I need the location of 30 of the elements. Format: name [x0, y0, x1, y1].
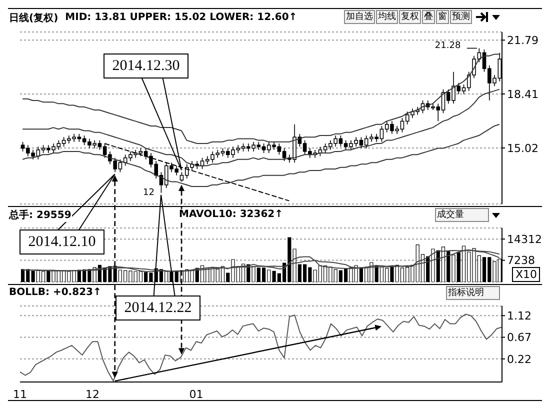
text: 指标说明 — [446, 286, 500, 300]
annotation: 2014.12.22 — [116, 296, 200, 320]
x-tick-label: 12 — [86, 388, 100, 401]
x-tick-label: 11 — [13, 388, 27, 401]
annotation: 21.28 — [434, 41, 461, 52]
chart-title: BOLLB: +0.823↑ — [8, 287, 102, 298]
y-tick-label: 15.02 — [507, 142, 538, 155]
y-tick-label: 18.41 — [507, 88, 538, 101]
y-tick-label: 21.79 — [507, 34, 538, 48]
chart-title: 总手: 29559 — [8, 208, 72, 222]
chart-title: 日线(复权) — [8, 10, 60, 24]
text: 预测 — [450, 10, 472, 24]
chart-subtitle: MID: 13.81 UPPER: 15.02 LOWER: 12.60↑ — [65, 12, 298, 23]
y-tick-label: 0.67 — [507, 331, 532, 344]
text: 叠 — [422, 10, 435, 24]
annotation: 2014.12.10 — [20, 230, 104, 254]
x-tick-label: 01 — [189, 388, 204, 401]
text: 窗 — [436, 10, 449, 24]
text: 复权 — [399, 10, 421, 24]
text: 成交量 — [435, 208, 489, 222]
y-tick-label: 7238 — [507, 254, 535, 268]
text: 均线 — [376, 10, 398, 24]
chart-subtitle: MAVOL10: 32362↑ — [179, 209, 284, 220]
text: 加自选 — [344, 10, 375, 24]
annotation: 12 — [143, 188, 154, 198]
y-tick-label: 14312 — [507, 232, 542, 246]
annotation: 2014.12.30 — [104, 54, 188, 78]
y-axis-title: X10 — [512, 267, 540, 282]
y-tick-label: 1.12 — [507, 310, 532, 323]
y-tick-label: 0.22 — [507, 352, 532, 366]
